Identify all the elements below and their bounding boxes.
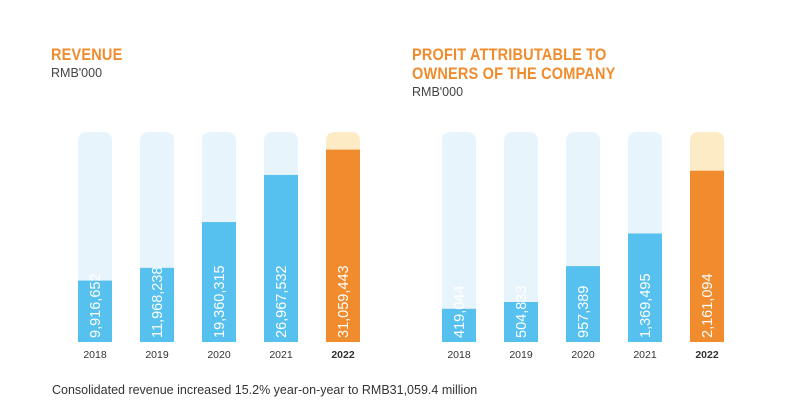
- revenue-value-label-2021: 26,967,532: [274, 265, 290, 338]
- revenue-title: REVENUE: [51, 46, 122, 65]
- profit-tick-2022: 2022: [695, 349, 719, 361]
- profit-tick-2021: 2021: [633, 349, 657, 361]
- revenue-chart: 9,916,652 2018 11,968,238 2019 19,360,315 202…: [78, 132, 360, 361]
- revenue-value-label-2019: 11,968,238: [150, 267, 166, 339]
- revenue-value-label-2018: 9,916,652: [88, 273, 104, 338]
- profit-chart: 419,044 2018 504,833 2019 957,389 2020 1,369,4…: [442, 132, 724, 361]
- profit-title-line-2: OWNERS OF THE COMPANY: [412, 65, 616, 83]
- profit-value-label-2022: 2,161,094: [700, 273, 716, 338]
- profit-bar-2019: [504, 301, 538, 342]
- revenue-unit: RMB'000: [51, 66, 103, 80]
- revenue-bar-2020: [202, 222, 236, 342]
- profit-value-label-2018: 419,044: [452, 286, 468, 338]
- revenue-bar-2019: [140, 267, 174, 342]
- revenue-tick-2021: 2021: [269, 349, 293, 361]
- profit-value-label-2021: 1,369,495: [638, 273, 654, 338]
- revenue-tick-2020: 2020: [207, 349, 231, 361]
- revenue-bar-2022: [326, 149, 360, 342]
- profit-bar-2022: [690, 170, 724, 342]
- profit-title: PROFIT ATTRIBUTABLE TO OWNERS OF THE COM…: [412, 46, 615, 84]
- profit-bar-2021: [628, 233, 662, 342]
- profit-bar-2020: [566, 266, 600, 342]
- revenue-tick-2019: 2019: [145, 349, 169, 361]
- profit-bar-track-2019: [504, 132, 538, 342]
- profit-tick-2020: 2020: [571, 349, 595, 361]
- revenue-bar-2018: [78, 280, 112, 342]
- profit-bar-2018: [442, 308, 476, 342]
- profit-unit: RMB'000: [412, 85, 464, 99]
- profit-value-label-2020: 957,389: [576, 286, 592, 338]
- revenue-bar-2021: [264, 174, 298, 342]
- profit-bar-track-2018: [442, 132, 476, 342]
- profit-tick-2019: 2019: [509, 349, 533, 361]
- revenue-tick-2022: 2022: [331, 349, 355, 361]
- profit-title-line-1: PROFIT ATTRIBUTABLE TO: [412, 46, 607, 64]
- revenue-tick-2018: 2018: [83, 349, 107, 361]
- profit-value-label-2019: 504,833: [514, 286, 530, 338]
- revenue-value-label-2022: 31,059,443: [336, 265, 352, 338]
- revenue-title-line-1: REVENUE: [51, 46, 123, 64]
- footnote: Consolidated revenue increased 15.2% yea…: [52, 383, 478, 397]
- profit-tick-2018: 2018: [447, 349, 471, 361]
- revenue-value-label-2020: 19,360,315: [212, 265, 228, 338]
